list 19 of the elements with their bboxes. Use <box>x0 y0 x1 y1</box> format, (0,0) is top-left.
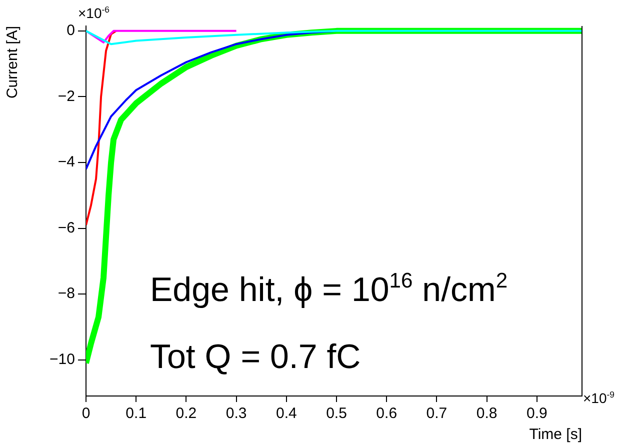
y-tick-label: −10 <box>50 350 75 368</box>
x-tick-label: 0.6 <box>376 405 398 422</box>
x-tick-label: 0 <box>82 405 90 422</box>
x-tick-label: 0.9 <box>526 405 548 422</box>
y-tick-label: −8 <box>58 285 75 302</box>
x-tick-label: 0.4 <box>276 405 297 422</box>
x-tick-label: 0.1 <box>126 405 147 422</box>
y-tick-label: −6 <box>58 219 75 236</box>
x-tick-label: 0.3 <box>226 405 247 422</box>
annotation: Tot Q = 0.7 fC <box>150 338 361 376</box>
x-tick-label: 0.8 <box>476 405 498 422</box>
y-tick-label: 0 <box>66 22 75 40</box>
x-axis-title: Time [s] <box>529 426 582 444</box>
x-tick-label: 0.2 <box>176 405 197 422</box>
y-tick-label: −4 <box>58 154 75 171</box>
y-tick-label: −2 <box>58 88 75 105</box>
x-tick-label: 0.5 <box>326 405 347 422</box>
y-axis-title: Current [A] <box>4 26 22 99</box>
x-tick-label: 0.7 <box>426 405 448 422</box>
